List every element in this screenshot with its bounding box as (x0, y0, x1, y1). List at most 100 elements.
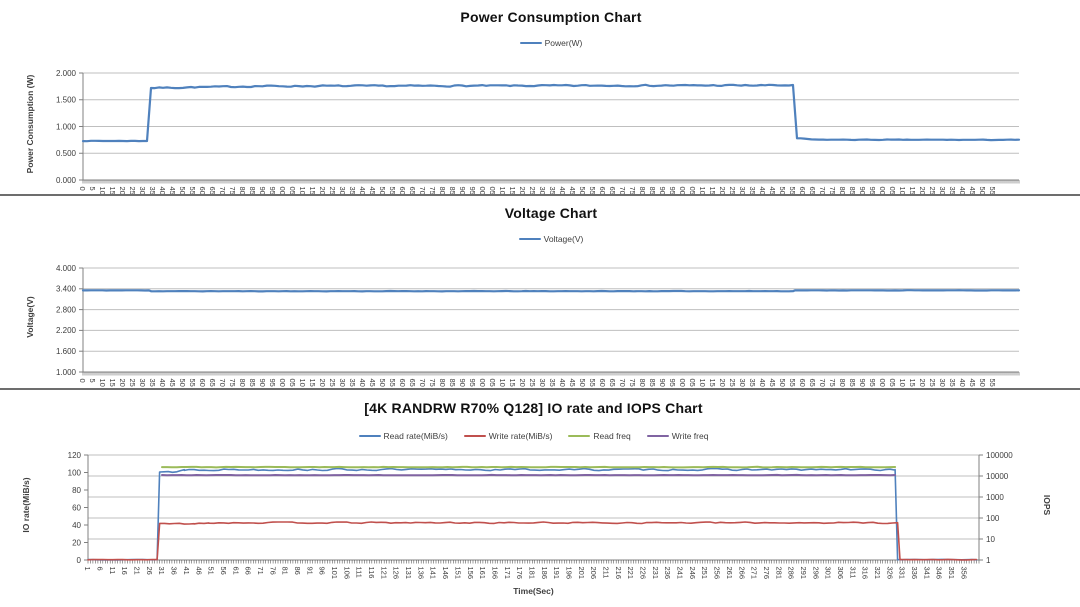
svg-text:46: 46 (194, 567, 203, 575)
svg-text:00: 00 (878, 187, 887, 195)
svg-text:20: 20 (918, 379, 927, 387)
svg-text:25: 25 (328, 187, 337, 195)
legend-item-read-freq: Read freq (568, 431, 631, 441)
svg-text:80: 80 (72, 486, 81, 495)
svg-text:91: 91 (305, 567, 314, 575)
svg-text:65: 65 (808, 379, 817, 387)
svg-text:236: 236 (663, 567, 672, 580)
svg-text:56: 56 (219, 567, 228, 575)
legend-line-swatch (463, 434, 486, 438)
svg-text:321: 321 (873, 567, 882, 580)
svg-text:81: 81 (281, 567, 290, 575)
svg-text:106: 106 (342, 567, 351, 580)
svg-text:85: 85 (648, 379, 657, 387)
svg-text:50: 50 (778, 379, 787, 387)
legend-line-swatch (358, 434, 381, 438)
svg-text:65: 65 (208, 379, 217, 387)
svg-text:251: 251 (700, 567, 709, 580)
svg-text:15: 15 (708, 187, 717, 195)
svg-text:136: 136 (416, 567, 425, 580)
svg-text:100: 100 (986, 514, 1000, 523)
svg-text:211: 211 (602, 567, 611, 579)
svg-text:80: 80 (238, 187, 247, 195)
svg-text:10: 10 (98, 187, 107, 195)
svg-text:3.400: 3.400 (56, 285, 77, 294)
svg-text:90: 90 (258, 187, 267, 195)
svg-text:15: 15 (708, 379, 717, 387)
svg-text:35: 35 (148, 379, 157, 387)
svg-text:86: 86 (293, 567, 302, 575)
svg-text:00: 00 (678, 379, 687, 387)
svg-text:85: 85 (248, 187, 257, 195)
svg-text:80: 80 (238, 379, 247, 387)
svg-text:95: 95 (668, 187, 677, 195)
svg-text:00: 00 (278, 379, 287, 387)
svg-text:1.500: 1.500 (56, 96, 77, 105)
legend-label: Voltage(V) (543, 234, 584, 244)
svg-text:95: 95 (668, 379, 677, 387)
svg-text:30: 30 (538, 187, 547, 195)
svg-text:261: 261 (725, 567, 734, 580)
svg-text:35: 35 (948, 187, 957, 195)
svg-text:45: 45 (568, 187, 577, 195)
power-chart-title: Power Consumption Chart (460, 9, 642, 25)
svg-text:60: 60 (398, 379, 407, 387)
svg-text:141: 141 (429, 567, 438, 580)
svg-text:90: 90 (658, 379, 667, 387)
svg-text:60: 60 (598, 379, 607, 387)
svg-text:306: 306 (836, 567, 845, 580)
svg-text:1.000: 1.000 (56, 368, 77, 377)
io-chart-legend: Read rate(MiB/s) Write rate(MiB/s) Read … (88, 431, 979, 441)
svg-text:30: 30 (538, 379, 547, 387)
svg-text:65: 65 (608, 379, 617, 387)
svg-text:0.000: 0.000 (56, 176, 77, 185)
svg-text:40: 40 (558, 379, 567, 387)
svg-text:85: 85 (848, 187, 857, 195)
svg-text:191: 191 (552, 567, 561, 580)
svg-text:55: 55 (388, 187, 397, 195)
svg-text:0: 0 (78, 379, 87, 383)
svg-text:51: 51 (207, 567, 216, 575)
svg-text:0.500: 0.500 (56, 149, 77, 158)
svg-text:25: 25 (728, 187, 737, 195)
svg-text:40: 40 (158, 187, 167, 195)
svg-text:25: 25 (128, 379, 137, 387)
svg-text:15: 15 (908, 187, 917, 195)
svg-text:326: 326 (885, 567, 894, 580)
svg-text:2.000: 2.000 (56, 69, 77, 78)
svg-text:75: 75 (628, 379, 637, 387)
voltage-chart-legend: Voltage(V) (83, 234, 1019, 244)
svg-text:50: 50 (778, 187, 787, 195)
power-chart-panel: Power Consumption Chart Power(W) Power C… (0, 0, 1080, 195)
svg-text:35: 35 (348, 187, 357, 195)
svg-text:70: 70 (618, 187, 627, 195)
svg-text:316: 316 (861, 567, 870, 580)
svg-text:26: 26 (145, 567, 154, 575)
legend-line-swatch (518, 237, 541, 241)
svg-text:25: 25 (128, 187, 137, 195)
svg-text:196: 196 (565, 567, 574, 580)
io-chart-title: [4K RANDRW R70% Q128] IO rate and IOPS C… (364, 400, 703, 416)
legend-label: Read freq (593, 431, 631, 441)
svg-text:75: 75 (828, 187, 837, 195)
svg-text:31: 31 (157, 567, 166, 575)
svg-text:05: 05 (488, 379, 497, 387)
svg-text:20: 20 (118, 379, 127, 387)
svg-text:101: 101 (330, 567, 339, 580)
svg-text:266: 266 (737, 567, 746, 580)
svg-text:30: 30 (738, 187, 747, 195)
svg-text:216: 216 (614, 567, 623, 580)
svg-text:11: 11 (108, 567, 117, 575)
svg-text:05: 05 (688, 187, 697, 195)
svg-text:226: 226 (639, 567, 648, 580)
svg-text:70: 70 (818, 379, 827, 387)
svg-text:05: 05 (488, 187, 497, 195)
svg-text:75: 75 (828, 379, 837, 387)
svg-text:05: 05 (888, 187, 897, 195)
svg-text:75: 75 (428, 379, 437, 387)
legend-label: Write freq (671, 431, 709, 441)
svg-text:20: 20 (318, 379, 327, 387)
svg-text:281: 281 (774, 567, 783, 580)
svg-text:90: 90 (458, 379, 467, 387)
